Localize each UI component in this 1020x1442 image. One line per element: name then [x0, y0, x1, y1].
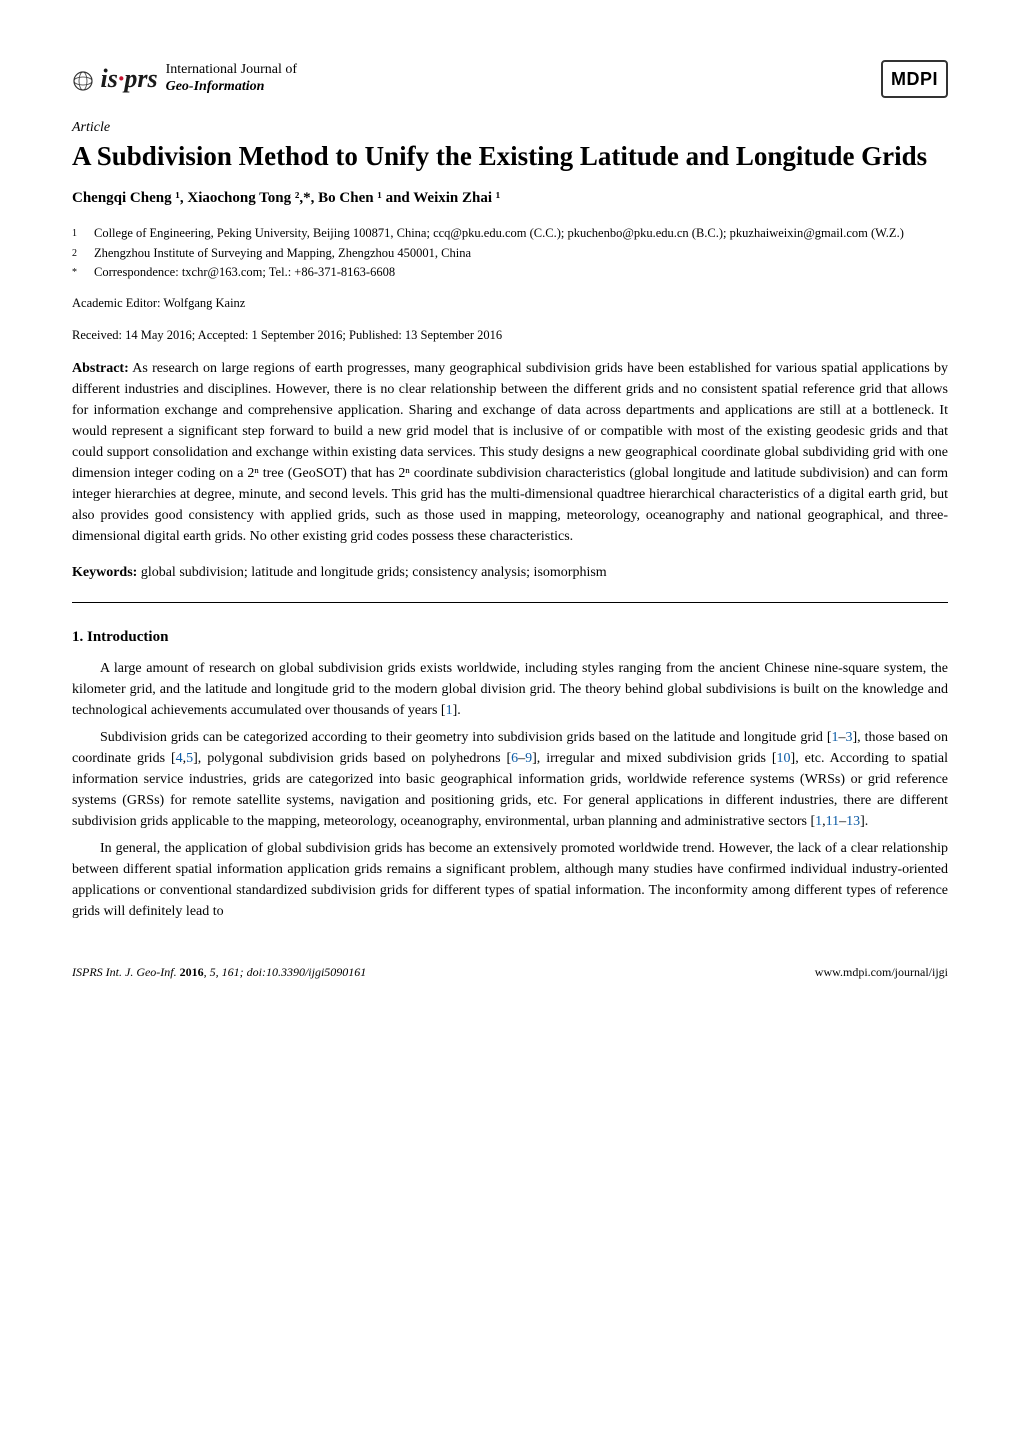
page-header: is·prs International Journal of Geo-Info…: [72, 60, 948, 98]
keywords-text: global subdivision; latitude and longitu…: [137, 565, 606, 580]
affiliation-row: 2 Zhengzhou Institute of Surveying and M…: [72, 244, 948, 263]
affil-text: Zhengzhou Institute of Surveying and Map…: [94, 244, 948, 263]
affil-text: Correspondence: txchr@163.com; Tel.: +86…: [94, 263, 948, 282]
journal-name-line2: Geo-Information: [166, 79, 297, 96]
isprs-text-suffix: prs: [124, 64, 157, 93]
affil-marker: *: [72, 263, 94, 280]
mdpi-logo: MDPI: [881, 60, 948, 98]
ref-link[interactable]: 3: [846, 730, 853, 745]
section-divider: [72, 602, 948, 603]
footer-left: ISPRS Int. J. Geo-Inf. 2016, 5, 161; doi…: [72, 964, 366, 981]
journal-name-line1: International Journal of: [166, 62, 297, 79]
p2-e: ], irregular and mixed subdivision grids…: [532, 751, 776, 766]
authors-line: Chengqi Cheng ¹, Xiaochong Tong ²,*, Bo …: [72, 188, 948, 210]
body-paragraph: A large amount of research on global sub…: [72, 658, 948, 721]
isprs-logo: is·prs: [72, 60, 158, 98]
abstract: Abstract: As research on large regions o…: [72, 358, 948, 547]
ref-link[interactable]: 10: [777, 751, 791, 766]
editor-line: Academic Editor: Wolfgang Kainz: [72, 294, 948, 312]
keywords-label: Keywords:: [72, 565, 137, 580]
affiliations-block: 1 College of Engineering, Peking Univers…: [72, 224, 948, 282]
section-heading: 1. Introduction: [72, 627, 948, 649]
body-paragraph: Subdivision grids can be categorized acc…: [72, 727, 948, 832]
affiliation-row: * Correspondence: txchr@163.com; Tel.: +…: [72, 263, 948, 282]
dates-line: Received: 14 May 2016; Accepted: 1 Septe…: [72, 326, 948, 344]
ref-link[interactable]: 4: [176, 751, 183, 766]
p2-h: ].: [860, 814, 868, 829]
footer-journal: ISPRS Int. J. Geo-Inf.: [72, 965, 180, 979]
affil-marker: 1: [72, 224, 94, 241]
p2-d: ], polygonal subdivision grids based on …: [193, 751, 511, 766]
footer-year: 2016: [180, 965, 204, 979]
p1-text-b: ].: [453, 703, 461, 718]
article-title: A Subdivision Method to Unify the Existi…: [72, 140, 948, 174]
journal-logo-block: is·prs International Journal of Geo-Info…: [72, 60, 297, 98]
p2-a: Subdivision grids can be categorized acc…: [100, 730, 832, 745]
p1-text-a: A large amount of research on global sub…: [72, 661, 948, 718]
article-type: Article: [72, 118, 948, 138]
ref-link[interactable]: 1: [446, 703, 453, 718]
affiliation-row: 1 College of Engineering, Peking Univers…: [72, 224, 948, 243]
ref-link[interactable]: 13: [846, 814, 860, 829]
journal-name: International Journal of Geo-Information: [166, 62, 297, 96]
affil-text: College of Engineering, Peking Universit…: [94, 224, 948, 243]
ref-link[interactable]: 1: [832, 730, 839, 745]
abstract-label: Abstract:: [72, 361, 129, 376]
body-paragraph: In general, the application of global su…: [72, 838, 948, 922]
globe-icon: [72, 70, 94, 92]
ref-link[interactable]: 11: [826, 814, 839, 829]
abstract-text: As research on large regions of earth pr…: [72, 361, 948, 544]
affil-marker: 2: [72, 244, 94, 261]
keywords: Keywords: global subdivision; latitude a…: [72, 563, 948, 583]
page-footer: ISPRS Int. J. Geo-Inf. 2016, 5, 161; doi…: [72, 964, 948, 981]
dash: –: [839, 730, 846, 745]
footer-right: www.mdpi.com/journal/ijgi: [815, 964, 948, 981]
footer-rest: , 5, 161; doi:10.3390/ijgi5090161: [204, 965, 367, 979]
isprs-text-prefix: is: [101, 64, 118, 93]
